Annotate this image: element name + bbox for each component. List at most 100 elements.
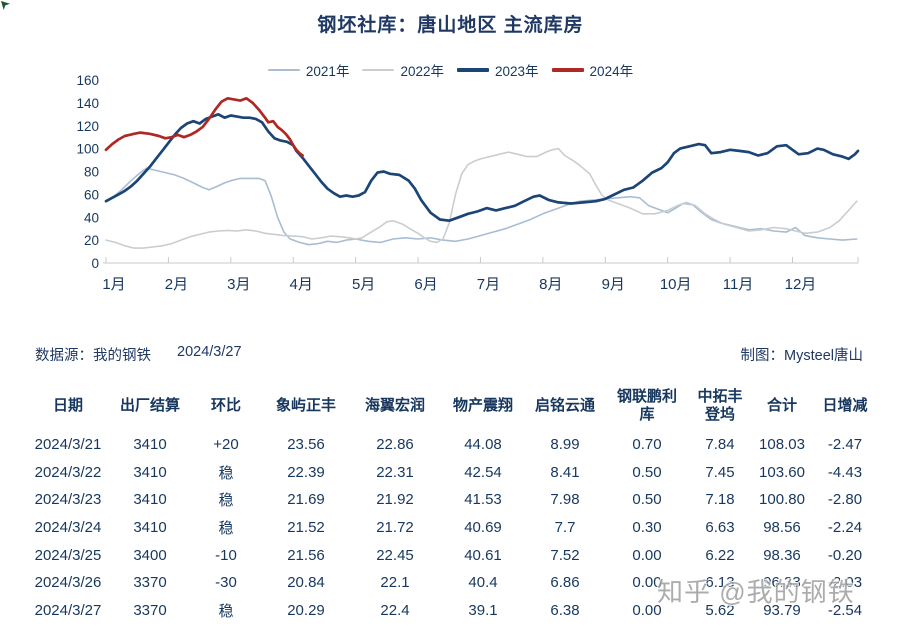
table-header-row: 日期 出厂结算 环比 象屿正丰 海翼宏润 物产震翔 启铭云通 钢联鹏利 库中拓丰 登坞 合计 日增… — [25, 381, 877, 431]
table-row: 2024/3/25 3400 -10 21.56 22.45 40.61 7.52 0.00 6… — [25, 541, 877, 569]
series-line-2021 — [105, 167, 858, 246]
header-cell: 启铭云通 — [534, 397, 595, 414]
chart-credit: 制图：Mysteel唐山 — [740, 348, 863, 364]
legend-label: 2024年 — [589, 64, 634, 79]
table-cell: 22.45 — [376, 546, 414, 564]
y-tick-label: 120 — [76, 119, 99, 134]
table-cell: 21.69 — [287, 491, 325, 509]
header-cell: 中拓丰 登坞 — [697, 388, 743, 423]
legend-swatch — [457, 68, 489, 72]
table-cell: 2024/3/26 — [34, 574, 102, 592]
header-cell: 海翼宏润 — [364, 397, 425, 414]
table-cell: -4.43 — [827, 463, 863, 481]
header-cell: 物产震翔 — [452, 397, 513, 414]
table-cell: 7.84 — [705, 436, 735, 454]
table-cell: 2024/3/21 — [34, 436, 102, 454]
header-cell: 钢联鹏利 库 — [616, 388, 677, 423]
table-cell: 20.84 — [287, 574, 325, 592]
x-tick-label: 2月 — [165, 276, 188, 293]
table-cell: 3370 — [133, 601, 167, 619]
table-cell: 稳 — [218, 492, 234, 510]
legend-item-2021: 2021年 — [267, 60, 350, 80]
x-tick-label: 1月 — [102, 276, 125, 293]
table-row: 2024/3/22 3410 稳 22.39 22.31 42.54 8.41 0.50 7.4… — [25, 459, 877, 487]
series-line-2023 — [104, 112, 860, 223]
table-cell: -0.20 — [827, 546, 863, 564]
table-cell: 6.86 — [550, 574, 580, 592]
table-cell: 0.70 — [632, 436, 662, 454]
table-row: 2024/3/21 3410 +20 23.56 22.86 44.08 8.99 0.70 7… — [25, 431, 877, 459]
table-cell: -30 — [215, 574, 237, 592]
table-cell: -2.24 — [827, 519, 863, 537]
table-cell: 5.62 — [705, 601, 735, 619]
table-cell: 3410 — [133, 436, 167, 454]
table-cell: 108.03 — [759, 436, 805, 454]
table-cell: -10 — [215, 546, 237, 564]
table-cell: 100.80 — [759, 491, 805, 509]
y-tick-label: 80 — [84, 165, 99, 180]
x-tick-label: 9月 — [602, 276, 625, 293]
table-cell: 22.1 — [380, 574, 410, 592]
y-tick-label: 0 — [91, 256, 99, 271]
table-cell: 40.61 — [464, 546, 502, 564]
table-cell: 20.29 — [287, 601, 325, 619]
table-cell: -2.47 — [827, 436, 863, 454]
table-cell: 98.56 — [763, 519, 801, 537]
x-tick-label: 5月 — [352, 276, 375, 293]
table-cell: 40.4 — [468, 574, 498, 592]
series-line-2024 — [104, 96, 304, 157]
y-tick-label: 40 — [84, 210, 99, 225]
table-cell: 0.50 — [632, 463, 662, 481]
table-cell: 41.53 — [464, 491, 502, 509]
table-cell: 98.36 — [763, 546, 801, 564]
table-cell: 0.00 — [632, 574, 662, 592]
table-cell: 39.1 — [468, 601, 498, 619]
meta-row: 数据源：我的钢铁 2024/3/27 制图：Mysteel唐山 — [35, 344, 863, 365]
legend-label: 2021年 — [305, 64, 350, 79]
table-cell: 3410 — [133, 463, 167, 481]
table-cell: 7.45 — [705, 463, 735, 481]
table-cell: 23.56 — [287, 436, 325, 454]
table-cell: 96.33 — [763, 574, 801, 592]
table-cell: 3400 — [133, 546, 167, 564]
table-cell: 0.00 — [632, 601, 662, 619]
legend-swatch — [267, 69, 300, 71]
y-tick-label: 100 — [76, 142, 99, 157]
table-cell: 22.86 — [376, 436, 414, 454]
table-cell: 6.38 — [550, 601, 580, 619]
data-source: 数据源：我的钢铁 2024/3/27 — [35, 344, 242, 365]
table-cell: 7.98 — [550, 491, 580, 509]
table-cell: 42.54 — [464, 463, 502, 481]
table-cell: 稳 — [218, 602, 234, 620]
table-row: 2024/3/27 3370 稳 20.29 22.4 39.1 6.38 0.00 5.62 9… — [25, 597, 877, 625]
x-tick-label: 11月 — [723, 276, 754, 293]
table-cell: 2024/3/22 — [34, 463, 102, 481]
y-tick-label: 140 — [76, 96, 99, 111]
data-source-date: 2024/3/27 — [177, 344, 242, 360]
table-cell: -2.03 — [827, 574, 863, 592]
x-tick-label: 12月 — [785, 276, 817, 293]
header-cell: 象屿正丰 — [275, 397, 336, 414]
table-cell: 103.60 — [759, 463, 805, 481]
table-cell: 8.41 — [550, 463, 580, 481]
table-cell: 6.63 — [705, 519, 735, 537]
table-cell: 93.79 — [763, 601, 801, 619]
header-cell: 出厂结算 — [119, 397, 180, 414]
table-cell: 22.39 — [287, 463, 325, 481]
header-cell: 日期 — [52, 397, 83, 414]
x-tick-label: 10月 — [660, 276, 692, 293]
table-cell: -2.80 — [827, 491, 863, 509]
legend-swatch — [551, 68, 584, 72]
table-row: 2024/3/23 3410 稳 21.69 21.92 41.53 7.98 0.50 7.1… — [25, 486, 877, 514]
table-cell: 8.99 — [550, 436, 580, 454]
chart-legend: 2021年 2022年 2023年 2024年 — [0, 61, 901, 79]
x-tick-label: 6月 — [414, 276, 437, 293]
data-source-label: 数据源：我的钢铁 — [35, 348, 151, 364]
table-cell: +20 — [213, 436, 239, 454]
legend-item-2023: 2023年 — [457, 60, 539, 80]
x-tick-label: 4月 — [290, 276, 313, 293]
table-row: 2024/3/24 3410 稳 21.52 21.72 40.69 7.7 0.30 6.63… — [25, 514, 877, 542]
table-cell: 0.00 — [632, 546, 662, 564]
table-cell: 7.18 — [705, 491, 735, 509]
table-cell: 21.56 — [287, 546, 325, 564]
